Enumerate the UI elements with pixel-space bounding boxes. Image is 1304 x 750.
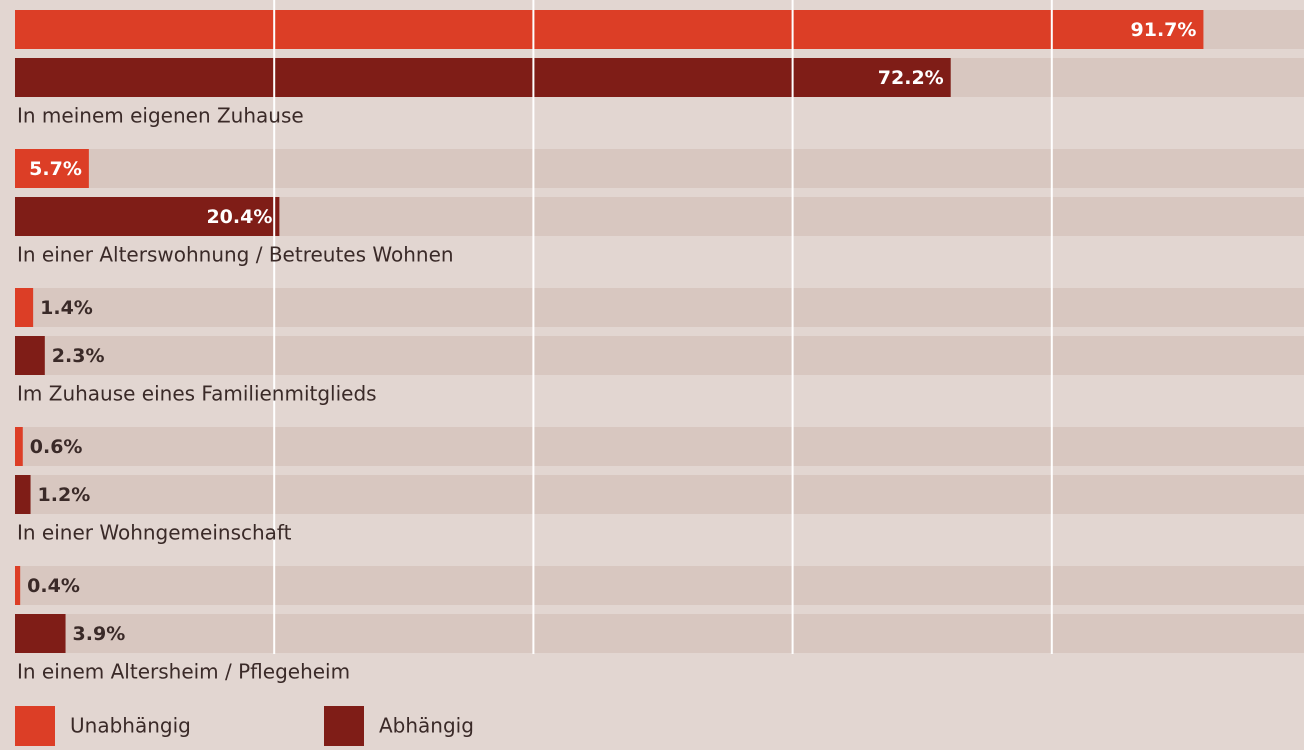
bar-track [15, 288, 1304, 327]
value-label: 5.7% [29, 158, 82, 180]
bar-track [15, 475, 1304, 514]
legend-swatch [15, 706, 55, 746]
bar [15, 475, 31, 514]
bar-track [15, 566, 1304, 605]
legend-label: Abhängig [379, 714, 474, 738]
bar [15, 58, 951, 97]
bar [15, 197, 280, 236]
category-label: In einem Altersheim / Pflegeheim [17, 660, 350, 684]
labels: 91.7% 72.2% In meinem eigenen Zuhause 5.7% 2… [17, 19, 1196, 684]
legend-swatch [324, 706, 364, 746]
category-label: In einer Wohngemeinschaft [17, 521, 292, 545]
bar [15, 336, 45, 375]
value-label: 0.6% [30, 436, 83, 458]
value-label: 91.7% [1131, 19, 1197, 41]
value-label: 2.3% [52, 345, 105, 367]
category-label: Im Zuhause eines Familienmitglieds [17, 382, 377, 406]
bar-track [15, 149, 1304, 188]
value-label: 1.2% [38, 484, 91, 506]
bar [15, 566, 21, 605]
value-label: 3.9% [73, 623, 126, 645]
value-label: 20.4% [206, 206, 272, 228]
bar-track [15, 336, 1304, 375]
bar [15, 614, 66, 653]
value-label: 1.4% [40, 297, 93, 319]
bar-track [15, 614, 1304, 653]
bar [15, 427, 23, 466]
bar [15, 149, 89, 188]
category-label: In einer Alterswohnung / Betreutes Wohne… [17, 243, 454, 267]
value-label: 72.2% [878, 67, 944, 89]
legend-label: Unabhängig [70, 714, 191, 738]
bars [15, 10, 1304, 653]
category-label: In meinem eigenen Zuhause [17, 104, 304, 128]
bar [15, 10, 1204, 49]
bar-track [15, 427, 1304, 466]
value-label: 0.4% [27, 575, 80, 597]
bar [15, 288, 34, 327]
grid [273, 0, 1053, 654]
